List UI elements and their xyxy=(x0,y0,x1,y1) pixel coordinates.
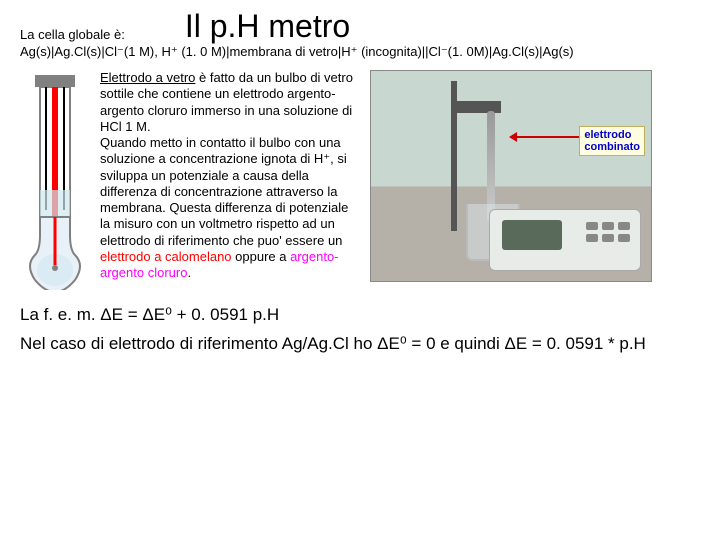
cell-notation: Ag(s)|Ag.Cl(s)|Cl⁻(1 M), H⁺ (1. 0 M)|mem… xyxy=(20,44,700,60)
calomel-text: elettrodo a calomelano xyxy=(100,249,232,264)
photo-label: elettrodocombinato xyxy=(579,126,645,156)
conclusion-text: Nel caso di elettrodo di riferimento Ag/… xyxy=(20,333,700,355)
description-text: Elettrodo a vetro è fatto da un bulbo di… xyxy=(100,70,360,295)
desc-or: oppure a xyxy=(232,249,291,264)
intro-text: La cella globale è: xyxy=(20,27,125,42)
electrode-diagram xyxy=(20,70,90,295)
fem-formula: La f. e. m. ΔE = ΔE⁰ + 0. 0591 p.H xyxy=(20,305,700,325)
ph-meter-photo: elettrodocombinato xyxy=(370,70,652,295)
page-title: Il p.H metro xyxy=(185,10,350,42)
desc-p2: Quando metto in contatto il bulbo con un… xyxy=(100,135,348,248)
desc-end: . xyxy=(187,265,191,280)
glass-electrode-label: Elettrodo a vetro xyxy=(100,70,195,85)
